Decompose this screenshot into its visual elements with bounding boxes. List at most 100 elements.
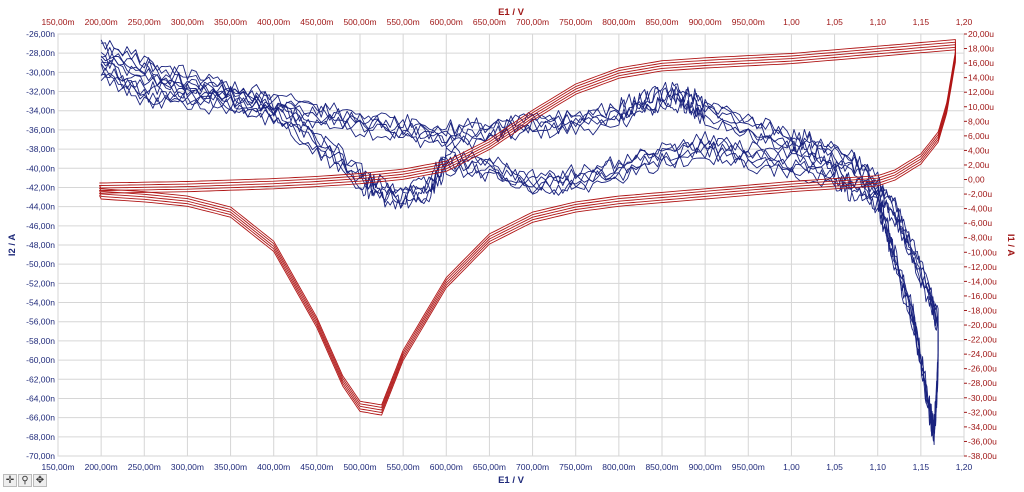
- left-y-tick-label: -38,00n: [26, 144, 55, 154]
- right-y-tick-label: 18,00u: [968, 44, 994, 54]
- left-y-tick-label: -30,00n: [26, 67, 55, 77]
- x-tick-label-bottom: 750,00m: [559, 462, 592, 472]
- right-y-tick-label: -22,00u: [968, 335, 997, 345]
- x-tick-label-bottom: 850,00m: [645, 462, 678, 472]
- left-y-tick-label: -36,00n: [26, 125, 55, 135]
- right-y-tick-label: -28,00u: [968, 378, 997, 388]
- right-y-tick-label: 2,00u: [968, 160, 990, 170]
- left-y-tick-label: -32,00n: [26, 87, 55, 97]
- x-tick-label-bottom: 1,15: [913, 462, 930, 472]
- right-y-tick-label: -26,00u: [968, 364, 997, 374]
- x-tick-label-top: 1,00: [783, 17, 800, 27]
- x-tick-label-top: 400,00m: [257, 17, 290, 27]
- x-tick-label-bottom: 1,05: [826, 462, 843, 472]
- x-tick-label-top: 450,00m: [300, 17, 333, 27]
- i2-cycle-line: [100, 39, 939, 430]
- right-y-tick-label: 4,00u: [968, 145, 990, 155]
- right-y-tick-label: 8,00u: [968, 116, 990, 126]
- right-y-tick-label: -38,00u: [968, 451, 997, 461]
- x-tick-label-top: 650,00m: [473, 17, 506, 27]
- i1-cycle-line: [98, 39, 956, 406]
- right-y-tick-label: -8,00u: [968, 233, 992, 243]
- x-tick-label-top: 350,00m: [214, 17, 247, 27]
- x-tick-label-bottom: 350,00m: [214, 462, 247, 472]
- left-y-tick-label: -62,00n: [26, 374, 55, 384]
- x-tick-label-bottom: 1,00: [783, 462, 800, 472]
- series-layer: [98, 39, 956, 446]
- x-tick-label-top: 1,05: [826, 17, 843, 27]
- x-tick-label-top: 1,15: [913, 17, 930, 27]
- right-y-tick-label: 20,00u: [968, 29, 994, 39]
- right-y-tick-label: -36,00u: [968, 436, 997, 446]
- x-tick-label-bottom: 950,00m: [732, 462, 765, 472]
- x-tick-label-top: 150,00m: [41, 17, 74, 27]
- right-y-tick-label: -4,00u: [968, 204, 992, 214]
- right-y-tick-label: 0,00: [968, 175, 985, 185]
- right-y-tick-label: -16,00u: [968, 291, 997, 301]
- right-y-tick-label: -18,00u: [968, 305, 997, 315]
- left-y-tick-label: -42,00n: [26, 182, 55, 192]
- left-y-tick-label: -26,00n: [26, 29, 55, 39]
- gridlines: [57, 33, 965, 457]
- right-y-tick-label: 10,00u: [968, 102, 994, 112]
- x-tick-label-bottom: 650,00m: [473, 462, 506, 472]
- x-tick-label-bottom: 900,00m: [689, 462, 722, 472]
- right-y-tick-label: 12,00u: [968, 87, 994, 97]
- left-y-tick-label: -46,00n: [26, 221, 55, 231]
- x-tick-label-top: 850,00m: [645, 17, 678, 27]
- left-y-tick-label: -44,00n: [26, 202, 55, 212]
- right-y-tick-label: -32,00u: [968, 407, 997, 417]
- left-y-tick-label: -64,00n: [26, 393, 55, 403]
- x-tick-label-top: 500,00m: [343, 17, 376, 27]
- i2-cycle-line: [100, 52, 939, 442]
- left-y-tick-label: -54,00n: [26, 298, 55, 308]
- i1-cycle-line: [98, 46, 956, 413]
- x-tick-label-bottom: 200,00m: [85, 462, 118, 472]
- x-tick-label-bottom: 450,00m: [300, 462, 333, 472]
- right-y-tick-label: -30,00u: [968, 393, 997, 403]
- crosshair-icon[interactable]: ✛: [3, 474, 17, 487]
- tick-labels: 150,00m 150,00m 200,00m 200,00m 250,00m 250,0…: [26, 17, 997, 472]
- right-y-tick-label: 16,00u: [968, 58, 994, 68]
- left-y-tick-label: -60,00n: [26, 355, 55, 365]
- left-y-tick-label: -40,00n: [26, 163, 55, 173]
- x-tick-label-top: 250,00m: [128, 17, 161, 27]
- x-tick-label-top: 750,00m: [559, 17, 592, 27]
- x-tick-label-top: 300,00m: [171, 17, 204, 27]
- x-tick-label-bottom: 1,10: [869, 462, 886, 472]
- x-tick-label-top: 1,20: [956, 17, 973, 27]
- i1-cycle-line: [98, 44, 956, 411]
- i1-cycle-line: [98, 49, 956, 416]
- pan-icon[interactable]: ✥: [33, 474, 47, 487]
- right-y-axis-title: I1 / A: [1005, 234, 1016, 256]
- left-y-tick-label: -70,00n: [26, 451, 55, 461]
- x-tick-label-bottom: 1,20: [956, 462, 973, 472]
- x-tick-label-bottom: 550,00m: [387, 462, 420, 472]
- x-tick-label-top: 700,00m: [516, 17, 549, 27]
- right-y-tick-label: -34,00u: [968, 422, 997, 432]
- left-y-tick-label: -68,00n: [26, 432, 55, 442]
- zoom-icon[interactable]: ⚲: [18, 474, 32, 487]
- x-tick-label-bottom: 400,00m: [257, 462, 290, 472]
- right-y-tick-label: -2,00u: [968, 189, 992, 199]
- x-tick-label-top: 1,10: [869, 17, 886, 27]
- i1-cycle-line: [98, 41, 956, 408]
- x-tick-label-bottom: 500,00m: [343, 462, 376, 472]
- x-tick-label-top: 900,00m: [689, 17, 722, 27]
- right-y-tick-label: -20,00u: [968, 320, 997, 330]
- left-y-tick-label: -48,00n: [26, 240, 55, 250]
- x-tick-label-top: 550,00m: [387, 17, 420, 27]
- left-y-tick-label: -52,00n: [26, 278, 55, 288]
- left-y-tick-label: -50,00n: [26, 259, 55, 269]
- x-tick-label-bottom: 800,00m: [602, 462, 635, 472]
- left-y-tick-label: -56,00n: [26, 317, 55, 327]
- x-tick-label-bottom: 250,00m: [128, 462, 161, 472]
- x-axis-title-top: E1 / V: [498, 7, 525, 18]
- left-y-tick-label: -28,00n: [26, 48, 55, 58]
- x-tick-label-top: 200,00m: [85, 17, 118, 27]
- right-y-tick-label: -12,00u: [968, 262, 997, 272]
- x-tick-label-bottom: 300,00m: [171, 462, 204, 472]
- x-tick-label-bottom: 700,00m: [516, 462, 549, 472]
